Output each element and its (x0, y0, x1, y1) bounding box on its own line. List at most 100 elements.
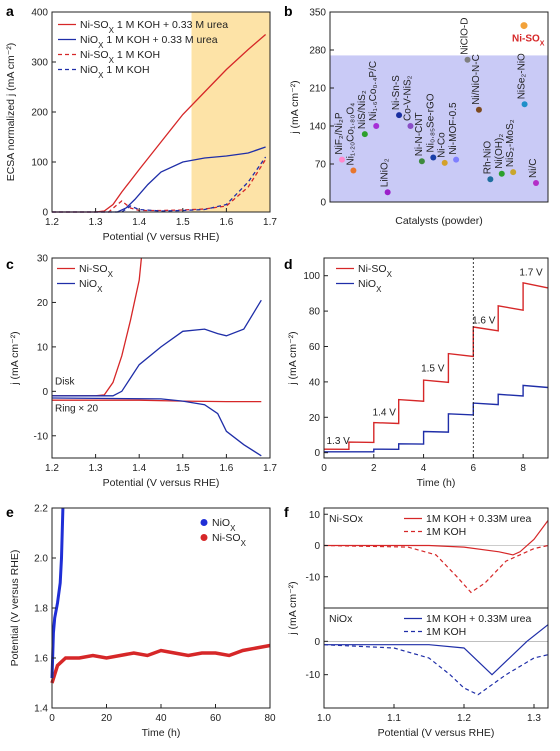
panel-a-chart: 1.2 1.3 1.4 1.5 1.6 1.7 0 100 200 300 400 Potentia… (5, 8, 277, 244)
catalyst-label: NiSe₂-NiO (517, 53, 528, 99)
catalyst-label: Ni-Co (437, 132, 448, 158)
catalyst-point (498, 170, 505, 177)
catalyst-label: Ni₀.₈₅Se-rGO (425, 93, 436, 152)
catalyst-points: NiF₂/Ni₂P Ni₁.₂₀Co₁.₈₀O₄ NiS/NiS₂ Ni₁.₆Co₀.… (334, 18, 545, 196)
x-tick-label: 1.7 (263, 217, 277, 228)
series-line (50, 643, 271, 684)
panel-f-chart: -10 0 10 -10 0 1.0 1.1 1.2 1.3 Ni-SOx NiOx Poten… (287, 507, 549, 739)
y-axis-label: j (mA cm⁻²) (289, 80, 301, 134)
x-tick-label: 1.0 (317, 713, 331, 724)
x-axis-label: Catalysts (powder) (395, 215, 483, 227)
y-axis-label: Potential (V versus RHE) (9, 550, 21, 667)
step-labels: 1.3 V 1.4 V 1.5 V 1.6 V 1.7 V (326, 268, 543, 447)
highlight-band (191, 12, 270, 212)
catalyst-label: Ni-N-CNT (414, 112, 425, 156)
x-tick-label: 1.2 (457, 713, 471, 724)
series-group (323, 258, 549, 458)
legend-marker (200, 534, 208, 541)
catalyst-label: Ni-Sn-S (391, 75, 402, 110)
catalyst-point (361, 131, 368, 138)
series-line (323, 281, 549, 451)
catalyst-point (339, 156, 345, 163)
y-tick-label: 0 (320, 198, 326, 209)
panel-label-a: a (6, 3, 14, 19)
series-line (52, 146, 266, 213)
catalyst-point (521, 101, 528, 108)
axis-ticks: -10 0 10 -10 0 1.0 1.1 1.2 1.3 (306, 510, 542, 724)
x-tick-label: 1.1 (387, 713, 401, 724)
catalyst-label: Rh-NiO (482, 141, 493, 175)
catalyst-label: NiS₂-MoS₂ (505, 119, 516, 167)
series-group (52, 34, 267, 213)
y-tick-label: 400 (31, 8, 48, 19)
catalyst-point (418, 158, 425, 165)
series-line (323, 644, 549, 696)
x-tick-label: 4 (421, 463, 427, 474)
y-tick-label: 0 (314, 637, 320, 648)
legend-label: NiOX (212, 517, 236, 533)
x-tick-label: 8 (520, 463, 526, 474)
series-line (52, 399, 262, 403)
series-group (323, 520, 549, 696)
y-tick-label: 300 (31, 58, 48, 69)
y-tick-label: 200 (31, 108, 48, 119)
axis-ticks: 1.2 1.3 1.4 1.5 1.6 1.7 -10 0 10 20 30 (34, 254, 278, 475)
y-tick-label: 100 (303, 271, 320, 282)
catalyst-point (384, 189, 391, 196)
y-tick-label: 40 (309, 377, 321, 388)
x-axis-label: Time (h) (142, 727, 181, 739)
panel-label-f: f (284, 504, 289, 520)
x-tick-label: 1.3 (89, 217, 103, 228)
step-label: 1.5 V (421, 363, 445, 374)
x-tick-label: 0 (321, 463, 327, 474)
x-axis-label: Time (h) (417, 477, 456, 489)
panel-label-d: d (284, 256, 293, 272)
x-tick-label: 0 (49, 713, 55, 724)
panel-c-chart: 1.2 1.3 1.4 1.5 1.6 1.7 -10 0 10 20 30 Potential (… (9, 254, 277, 490)
series-line (51, 397, 262, 457)
legend-label: NiOX 1 M KOH (80, 64, 150, 80)
x-tick-label: 1.3 (89, 463, 103, 474)
y-tick-label: 80 (309, 307, 321, 318)
y-tick-label: 70 (315, 160, 327, 171)
y-axis-label: j (mA cm⁻²) (9, 331, 21, 385)
axis-ticks: 0 70 140 210 280 350 (309, 8, 334, 209)
series-group (50, 507, 271, 684)
catalyst-label: Ni-MOF-0.5 (448, 102, 459, 155)
step-label: 1.4 V (373, 408, 397, 419)
axis-ticks: 1.2 1.3 1.4 1.5 1.6 1.7 0 100 200 300 400 (31, 8, 277, 229)
catalyst-label: Ni₁.₂₀Co₁.₈₀O₄ (345, 103, 356, 166)
y-tick-label: 0 (314, 448, 320, 459)
legend-label: Ni-SOX (358, 263, 393, 279)
catalyst-label: NiS/NiS₂ (357, 90, 368, 129)
plot-frame (51, 257, 271, 459)
series-line (323, 544, 549, 594)
y-tick-label: 1.8 (34, 604, 48, 615)
annotation-ring: Ring × 20 (55, 403, 99, 414)
legend-label: Ni-SOX (79, 263, 114, 279)
y-tick-label: 30 (37, 254, 49, 265)
catalyst-label: Co-V-NiS₂ (402, 75, 413, 121)
y-tick-label: 2.2 (34, 504, 48, 515)
legend-label: 1M KOH + 0.33M urea (426, 613, 531, 625)
y-tick-label: 280 (309, 46, 326, 57)
x-axis-label: Potential (V versus RHE) (103, 477, 220, 489)
y-tick-label: 350 (309, 8, 326, 19)
x-tick-label: 1.6 (219, 463, 233, 474)
catalyst-label: Ni(OH)₂ (494, 134, 505, 169)
y-axis-label: j (mA cm⁻²) (287, 331, 299, 385)
catalyst-point (350, 167, 357, 174)
y-tick-label: 1.6 (34, 654, 48, 665)
y-tick-label: 60 (309, 342, 321, 353)
x-axis-label: Potential (V versus RHE) (378, 727, 495, 739)
y-tick-label: 0 (314, 541, 320, 552)
step-label: 1.7 V (519, 268, 543, 279)
x-tick-label: 2 (371, 463, 377, 474)
plot-frame (329, 11, 549, 203)
subplot-title-niox: NiOx (329, 613, 353, 625)
